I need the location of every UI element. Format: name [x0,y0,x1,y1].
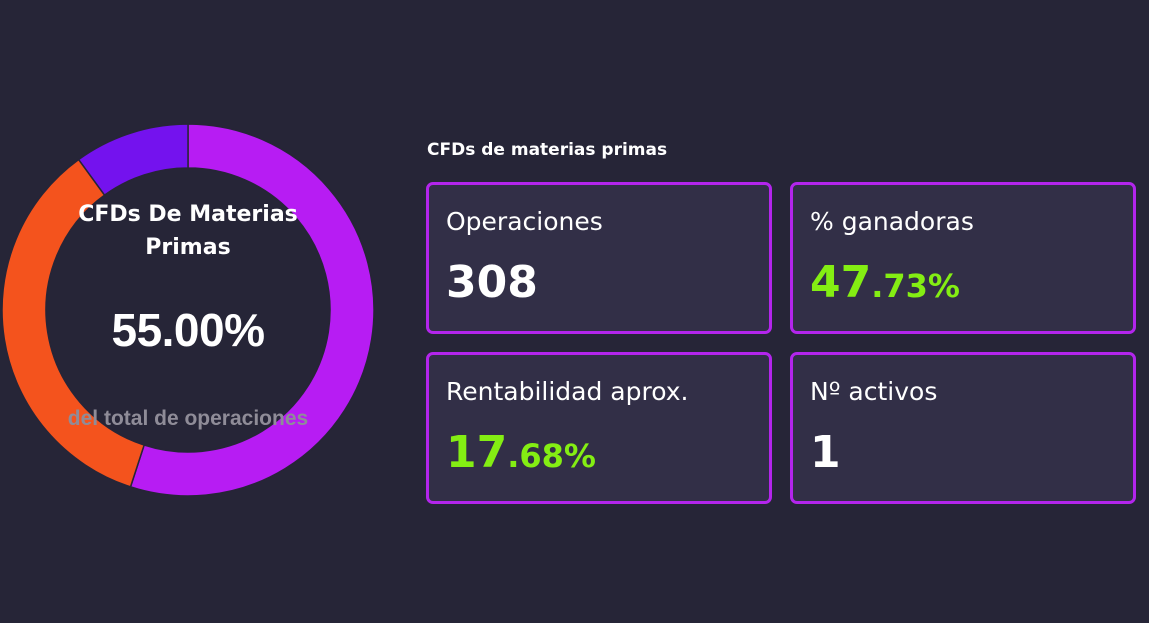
operations-value: 308 [446,257,538,308]
donut-center-value: 55.00% [111,304,265,356]
donut-center-title: CFDs De Materias Primas [78,202,298,260]
win-rate-label: % ganadoras [810,207,974,236]
win-rate-dec: .73% [871,267,960,305]
donut-chart: CFDs De Materias Primas 55.00% del total… [0,122,376,498]
donut-slice-1[interactable] [129,123,375,497]
section-title: CFDs de materias primas [427,140,668,160]
profitability-int: 17 [446,427,508,478]
assets-value: 1 [810,427,841,478]
operations-card: Operaciones 308 [426,182,772,334]
operations-label: Operaciones [446,207,603,236]
win-rate-card: % ganadoras 47.73% [790,182,1136,334]
win-rate-int: 47 [810,257,872,308]
win-rate-value: 47.73% [810,255,960,314]
assets-card: Nº activos 1 [790,352,1136,504]
profitability-label: Rentabilidad aprox. [446,377,689,406]
profitability-value: 17.68% [446,425,596,484]
donut-svg [1,123,375,497]
profitability-card: Rentabilidad aprox. 17.68% [426,352,772,504]
assets-label: Nº activos [810,377,938,406]
profitability-dec: .68% [507,437,596,475]
donut-center-caption: del total de operaciones [67,407,309,430]
donut-slice-3[interactable] [77,123,189,197]
